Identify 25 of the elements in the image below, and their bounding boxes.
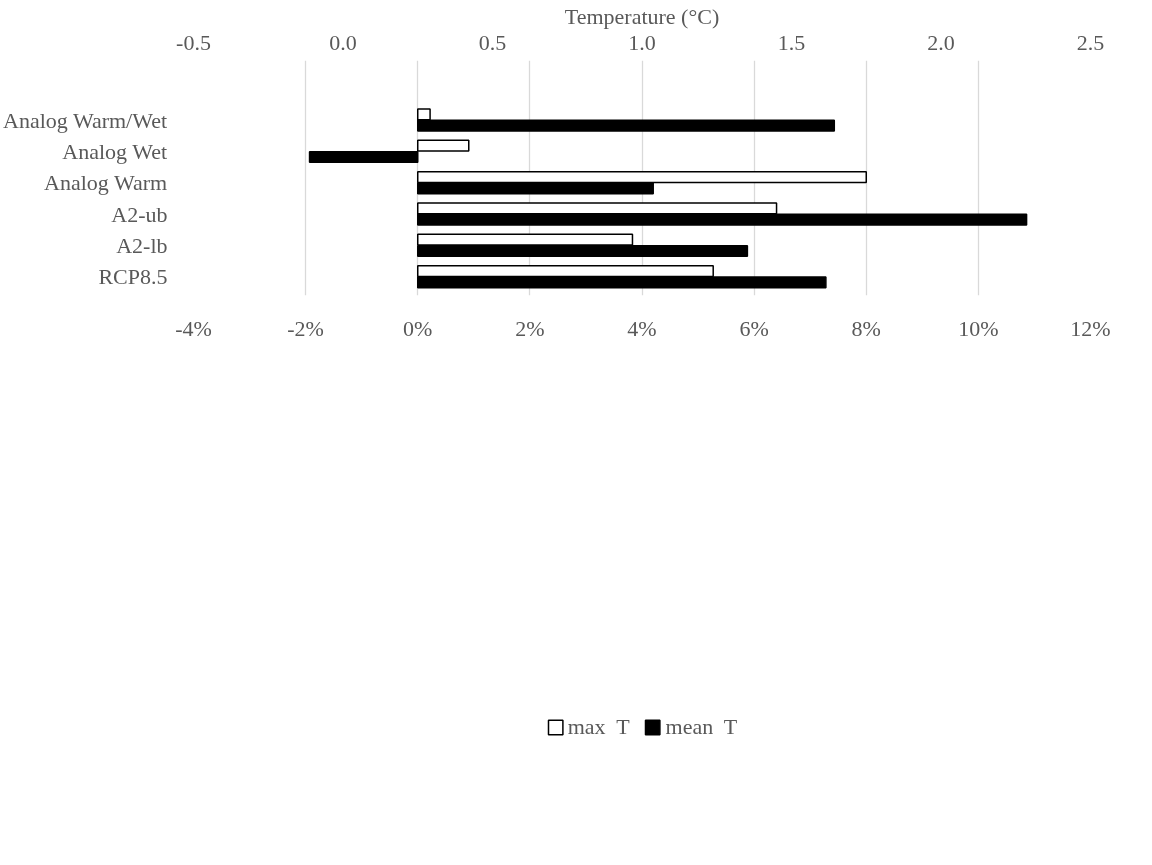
x-tick-label: 10% (958, 315, 999, 341)
y-tick-label: A2-ub (111, 201, 168, 227)
x2-tick-label: 0.0 (329, 29, 357, 55)
x2-tick-label: 2.0 (927, 29, 955, 55)
y-tick-label: A2-lb (116, 232, 168, 258)
y-tick-label: RCP8.5 (98, 264, 168, 290)
x2-axis-title: Temperature (°C) (564, 3, 720, 29)
x-tick-label: 4% (627, 315, 657, 341)
x-tick-label: 2% (515, 315, 545, 341)
x-tick-label: 8% (851, 315, 881, 341)
x-tick-label: 6% (739, 315, 769, 341)
x-tick-label: 12% (1070, 315, 1111, 341)
x2-tick-label: 0.5 (478, 29, 507, 55)
y-tick-label: Analog Warm (44, 170, 168, 196)
x2-tick-label: 2.5 (1076, 29, 1105, 55)
y-tick-label: Analog Warm/Wet (3, 107, 168, 133)
legend-label: max T (567, 713, 630, 740)
x-tick-label: -2% (287, 315, 324, 341)
x-tick-label: -4% (175, 315, 212, 341)
legend-label: mean T (665, 713, 738, 740)
x-tick-label: 0% (403, 315, 433, 341)
y-tick-label: Analog Wet (62, 138, 168, 164)
x2-tick-label: -0.5 (176, 29, 211, 55)
x2-tick-label: 1.0 (628, 29, 656, 55)
x2-tick-label: 1.5 (777, 29, 806, 55)
